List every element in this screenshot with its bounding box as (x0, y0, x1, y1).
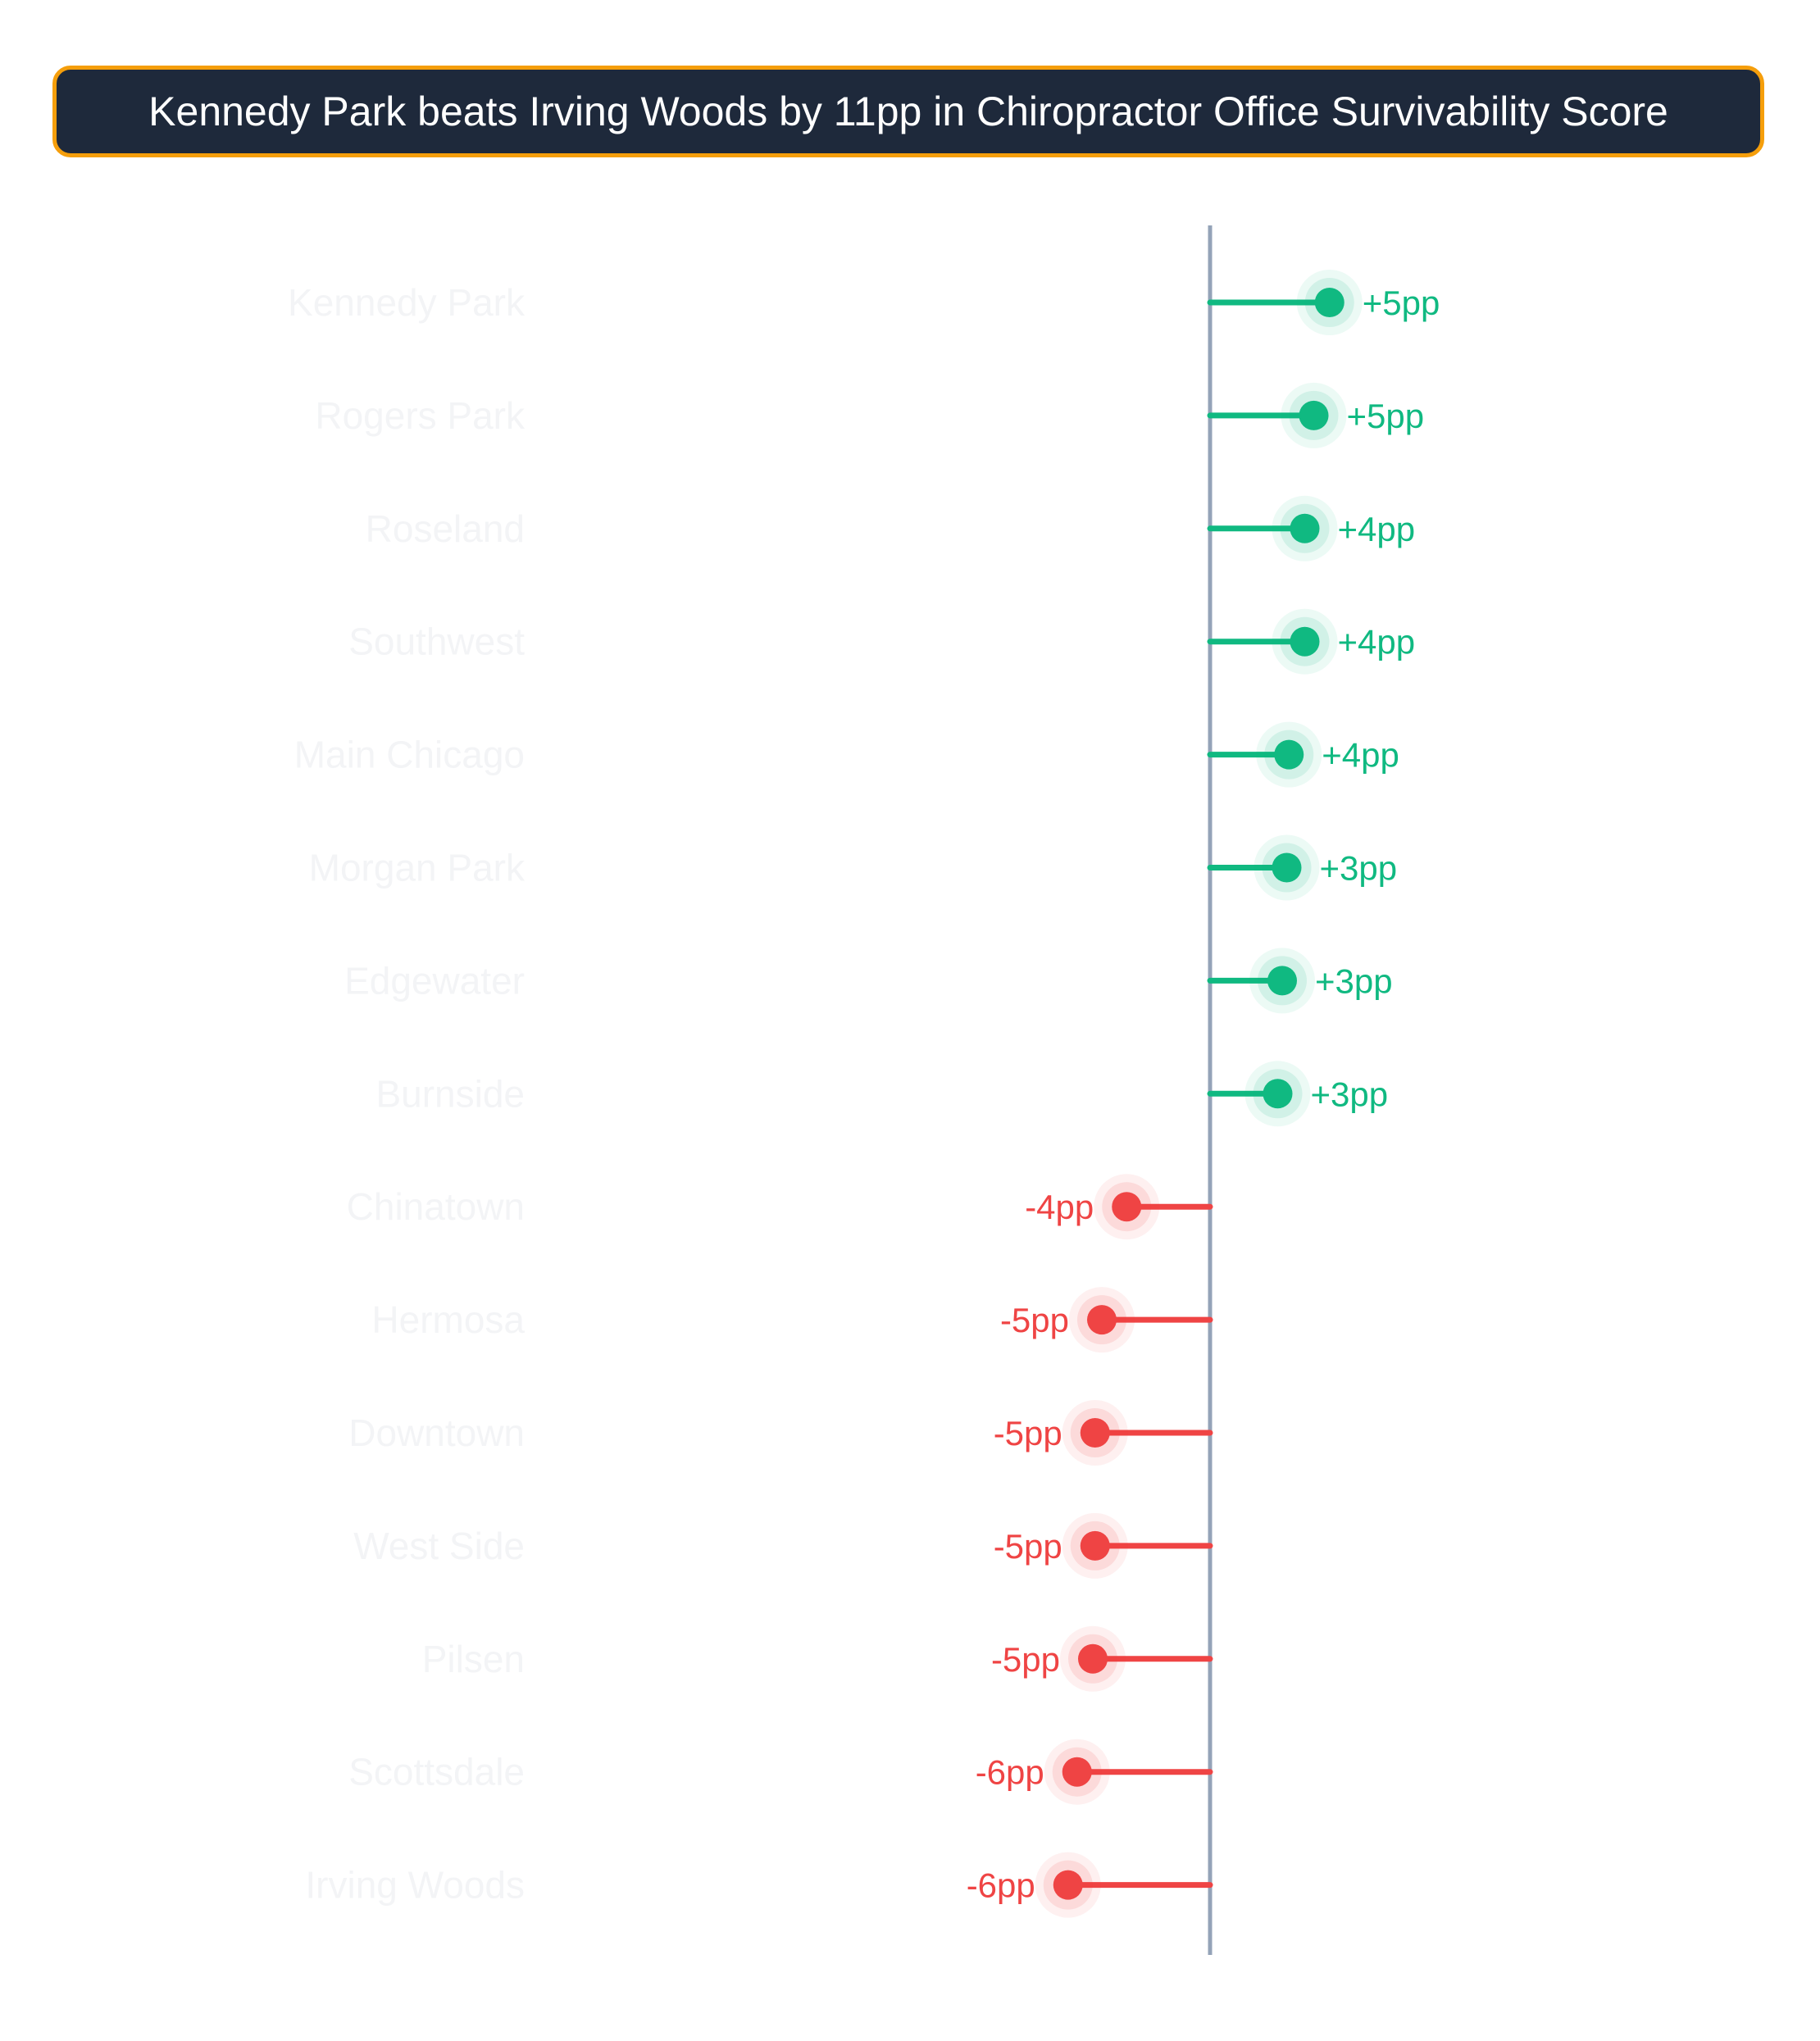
value-label: -6pp (976, 1753, 1044, 1792)
value-label: -5pp (991, 1640, 1060, 1679)
category-label: Kennedy Park (288, 281, 526, 324)
value-label: +4pp (1338, 623, 1416, 661)
lollipop-dot (1263, 1079, 1293, 1109)
category-label: Hermosa (371, 1298, 525, 1341)
category-label: Irving Woods (305, 1864, 525, 1907)
value-label: +5pp (1347, 397, 1425, 435)
lollipop-dot (1080, 1530, 1110, 1561)
lollipop-dot (1087, 1305, 1117, 1335)
category-label: Burnside (375, 1072, 525, 1115)
value-label: -4pp (1025, 1188, 1094, 1226)
value-label: +3pp (1315, 961, 1393, 1000)
value-label: -6pp (967, 1866, 1035, 1905)
lollipop-dot (1299, 400, 1329, 430)
chart-title: Kennedy Park beats Irving Woods by 11pp … (148, 89, 1668, 134)
lollipop-dot (1290, 626, 1320, 657)
lollipop-dot (1053, 1870, 1083, 1900)
category-label: Morgan Park (309, 847, 526, 889)
lollipop-dot (1062, 1757, 1092, 1787)
value-label: -5pp (1000, 1301, 1069, 1339)
value-label: +3pp (1320, 849, 1398, 888)
value-label: +5pp (1363, 284, 1440, 322)
value-label: +3pp (1311, 1075, 1389, 1113)
category-label: Scottsdale (348, 1751, 525, 1793)
value-label: +4pp (1338, 510, 1416, 548)
value-label: -5pp (994, 1414, 1062, 1452)
value-label: -5pp (994, 1527, 1062, 1566)
lollipop-dot (1314, 288, 1345, 317)
category-label: Downtown (348, 1411, 525, 1454)
category-label: Edgewater (344, 959, 525, 1002)
lollipop-dot (1272, 852, 1302, 883)
value-label: +4pp (1322, 736, 1399, 775)
category-label: Pilsen (422, 1638, 525, 1680)
category-label: Main Chicago (294, 734, 525, 776)
category-label: Rogers Park (315, 394, 526, 437)
category-label: Roseland (366, 507, 525, 550)
lollipop-dot (1267, 966, 1297, 996)
chart-title-box: Kennedy Park beats Irving Woods by 11pp … (52, 66, 1764, 157)
lollipop-dot (1274, 739, 1304, 770)
lollipop-dot (1080, 1418, 1110, 1448)
lollipop-dot (1112, 1192, 1142, 1222)
lollipop-dot (1290, 513, 1320, 543)
category-label: Chinatown (347, 1185, 525, 1228)
category-label: Southwest (348, 620, 525, 663)
category-label: West Side (353, 1525, 525, 1567)
lollipop-dot (1078, 1643, 1108, 1674)
